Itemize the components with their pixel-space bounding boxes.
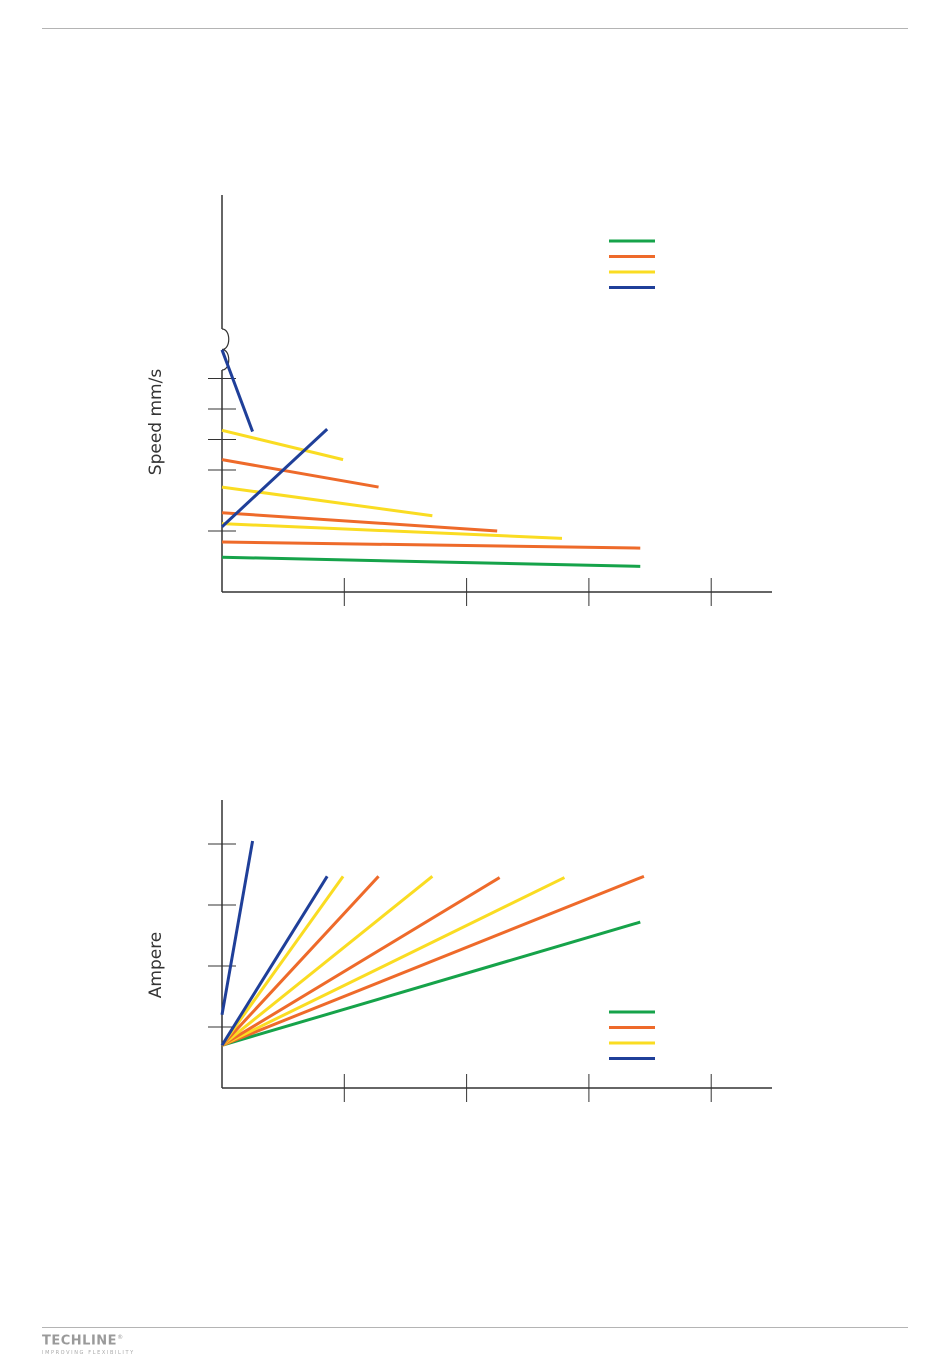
series-line-green (221, 920, 641, 1047)
series-line-blue (220, 428, 329, 528)
logo-registered-mark: ® (117, 1334, 124, 1341)
series-line-green (221, 555, 641, 568)
series-line-orange (221, 511, 498, 533)
y-axis-label: Speed mm/s (146, 369, 166, 476)
bottom-rule (42, 1327, 908, 1328)
series-line-blue (220, 349, 254, 433)
series-line-orange (220, 875, 380, 1047)
series-line-yellow (220, 875, 345, 1047)
y-axis-label: Ampere (146, 932, 166, 999)
series-line-orange (221, 874, 645, 1047)
logo-tagline: IMPROVING FLEXIBILITY (42, 1350, 135, 1357)
speed-chart: Speed mm/s (146, 195, 772, 606)
techline-logo: TECHLINE® IMPROVING FLEXIBILITY (42, 1330, 135, 1357)
series-line-orange (221, 458, 379, 489)
top-rule (42, 28, 908, 29)
series-line-blue (220, 840, 255, 1016)
series-line-yellow (221, 875, 434, 1047)
series-line-orange (221, 876, 501, 1047)
current-chart: Ampere (146, 800, 772, 1102)
series-line-yellow (221, 522, 563, 540)
series-line-yellow (221, 485, 433, 518)
series-line-blue (220, 875, 329, 1047)
series-line-yellow (221, 428, 344, 462)
logo-wordmark: TECHLINE (42, 1333, 118, 1349)
series-line-orange (221, 540, 641, 550)
series-line-yellow (221, 876, 566, 1047)
